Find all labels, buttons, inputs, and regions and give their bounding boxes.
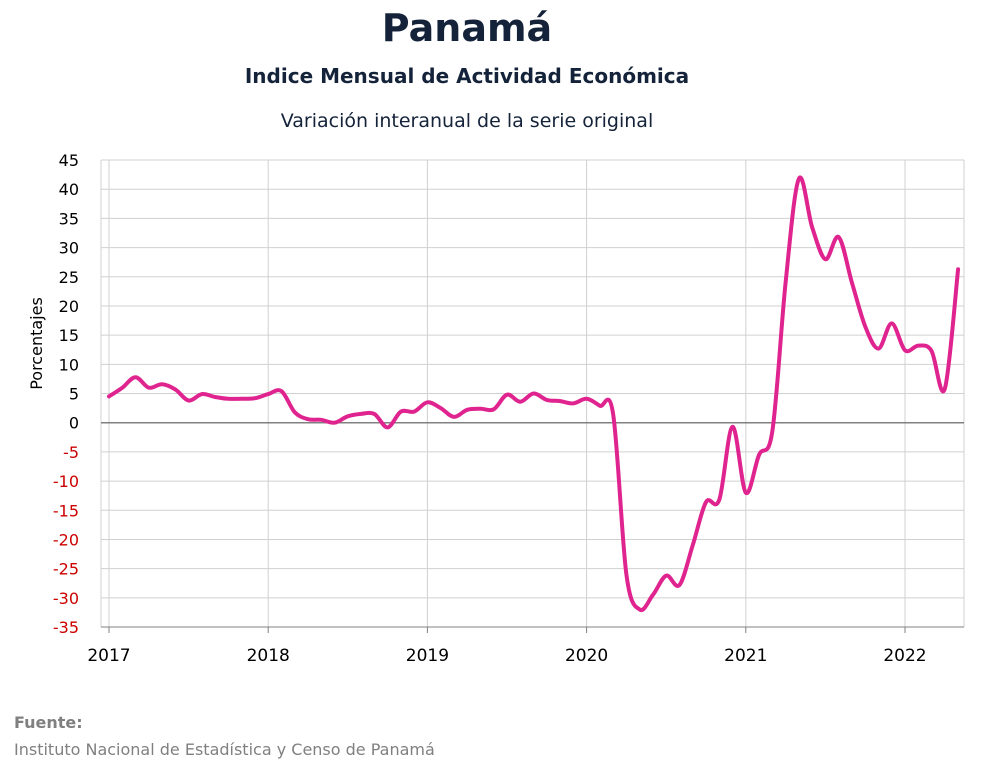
source-text: Instituto Nacional de Estadística y Cens…	[14, 740, 435, 759]
data-point	[213, 395, 217, 399]
data-point	[677, 583, 681, 587]
data-point	[173, 387, 177, 391]
data-point	[585, 397, 589, 401]
y-tick-label: 45	[59, 151, 79, 170]
data-point	[120, 386, 124, 390]
data-point	[399, 410, 403, 414]
data-point	[319, 418, 323, 422]
y-tick-label: 35	[59, 209, 79, 228]
y-tick-label: -35	[53, 618, 79, 637]
data-point	[823, 257, 827, 261]
y-tick-label: -30	[53, 589, 79, 608]
x-tick-label: 2017	[87, 646, 130, 666]
data-point	[691, 543, 695, 547]
data-point	[465, 408, 469, 412]
data-point	[532, 392, 536, 396]
data-point	[717, 498, 721, 502]
data-point	[545, 398, 549, 402]
data-point	[850, 281, 854, 285]
y-tick-label: 5	[69, 385, 79, 404]
data-point	[930, 349, 934, 353]
data-point	[253, 396, 257, 400]
data-point	[810, 225, 814, 229]
y-tick-label: 40	[59, 180, 79, 199]
x-tick-label: 2018	[247, 646, 290, 666]
data-point	[890, 321, 894, 325]
data-point	[624, 572, 628, 576]
data-point	[837, 235, 841, 239]
y-tick-label: 15	[59, 326, 79, 345]
data-point	[505, 393, 509, 397]
data-point	[558, 399, 562, 403]
data-point	[425, 400, 429, 404]
y-tick-label: 10	[59, 355, 79, 374]
x-tick-label: 2022	[883, 646, 926, 666]
y-tick-label: 25	[59, 268, 79, 287]
data-point	[876, 347, 880, 351]
data-point	[134, 375, 138, 379]
data-point	[916, 344, 920, 348]
x-tick-label: 2019	[406, 646, 449, 666]
data-point	[863, 324, 867, 328]
data-point	[664, 574, 668, 578]
x-tick-label: 2020	[565, 646, 608, 666]
data-point	[784, 281, 788, 285]
data-point	[598, 404, 602, 408]
data-point	[797, 177, 801, 181]
source-label: Fuente:	[14, 713, 83, 732]
data-point	[412, 410, 416, 414]
data-point	[306, 417, 310, 421]
line-chart: 45 40 35 30 25 20 15 10 5 0 -5 -10 -15 -20 -25 -30 -35 20…	[27, 151, 965, 666]
y-tick-label: 0	[69, 414, 79, 433]
data-point	[452, 415, 456, 419]
y-tick-label: 30	[59, 239, 79, 258]
data-point	[611, 412, 615, 416]
data-point	[160, 382, 164, 386]
data-point	[638, 607, 642, 611]
data-point	[903, 348, 907, 352]
data-point	[333, 421, 337, 425]
data-point	[744, 491, 748, 495]
data-point	[757, 453, 761, 457]
data-point	[346, 414, 350, 418]
y-tick-label: 20	[59, 297, 79, 316]
data-point	[704, 500, 708, 504]
data-point	[240, 397, 244, 401]
chart-subtitle-2: Variación interanual de la serie origina…	[280, 110, 654, 132]
data-point	[770, 429, 774, 433]
y-tick-label: -20	[53, 530, 79, 549]
data-point	[571, 401, 575, 405]
y-tick-label: -10	[53, 472, 79, 491]
data-point	[386, 425, 390, 429]
data-point	[439, 406, 443, 410]
data-point	[478, 407, 482, 411]
series-line	[107, 175, 961, 613]
x-tick-label: 2021	[724, 646, 767, 666]
data-point	[943, 387, 947, 391]
data-point	[226, 397, 230, 401]
data-point	[492, 407, 496, 411]
y-tick-label: -25	[53, 560, 79, 579]
y-tick-label: -5	[63, 443, 79, 462]
data-point	[359, 412, 363, 416]
data-point	[956, 267, 960, 271]
data-point	[518, 400, 522, 404]
data-point	[266, 392, 270, 396]
data-point	[372, 412, 376, 416]
chart-title: Panamá	[381, 6, 553, 50]
data-point	[293, 410, 297, 414]
data-point	[279, 389, 283, 393]
data-point	[200, 392, 204, 396]
data-point	[147, 386, 151, 390]
data-point	[187, 399, 191, 403]
y-tick-label: -15	[53, 501, 79, 520]
data-point	[731, 425, 735, 429]
data-point	[107, 394, 111, 398]
chart-subtitle: Indice Mensual de Actividad Económica	[244, 64, 690, 88]
y-axis-label: Porcentajes	[27, 297, 46, 390]
data-point	[651, 593, 655, 597]
